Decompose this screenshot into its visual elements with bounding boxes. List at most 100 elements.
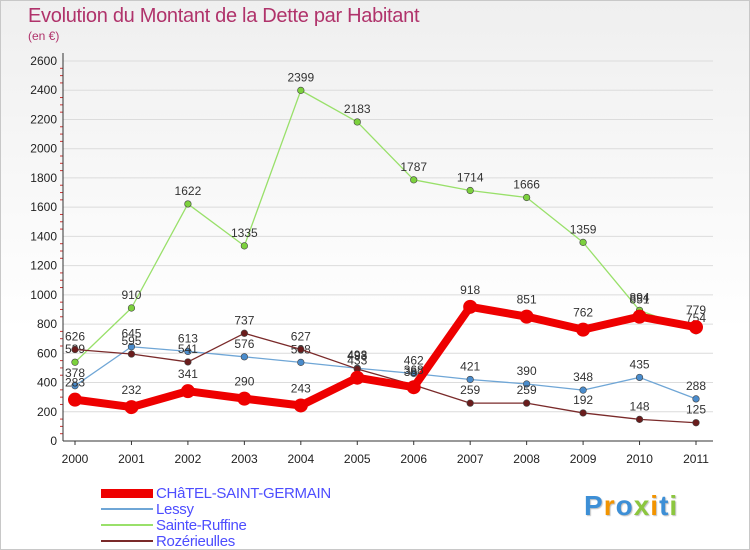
logo-letter: o [615,490,634,521]
data-point [463,299,478,314]
data-point [71,345,79,354]
data-point [68,392,82,407]
data-label: 192 [573,393,593,407]
data-label: 626 [65,330,85,344]
data-label: 779 [686,303,706,317]
data-point [297,86,305,94]
y-tick-label: 600 [37,346,57,360]
data-label: 462 [404,353,424,367]
legend-swatch [101,508,153,510]
data-point [523,193,531,202]
data-point [406,380,421,395]
y-tick-label: 2200 [30,112,57,126]
data-point [240,329,248,337]
data-label: 243 [291,381,311,395]
logo-letter: x [633,490,651,521]
data-point [635,415,644,423]
data-label: 918 [460,283,480,297]
legend-label: Rozérieulles [156,532,235,550]
x-tick-label: 2003 [231,452,258,466]
legend-swatch [101,488,153,498]
series-line [74,89,697,363]
data-label: 1787 [400,160,427,174]
data-label: 148 [630,399,650,413]
data-label: 259 [517,383,537,397]
data-point [635,373,644,382]
data-label: 576 [234,337,254,351]
data-label: 1359 [570,222,597,236]
data-label: 288 [686,379,706,393]
y-tick-label: 0 [50,434,57,448]
y-tick-label: 2400 [30,83,57,97]
x-tick-label: 2005 [344,452,371,466]
data-point [240,242,248,250]
data-label: 627 [291,329,311,343]
data-point [184,200,192,208]
x-tick-label: 2000 [62,452,89,466]
logo-letter: r [603,490,616,521]
data-label: 341 [178,367,198,381]
data-point [466,399,474,407]
chart-subtitle: (en €) [28,29,60,43]
data-label: 498 [347,348,367,362]
data-point [127,343,136,351]
proxiti-logo: Proxiti [584,490,678,522]
data-label: 390 [517,364,537,378]
data-label: 259 [460,383,480,397]
legend-item: Rozérieulles [101,532,331,550]
x-tick-label: 2001 [118,452,145,466]
legend-item: CHâTEL-SAINT-GERMAIN [101,485,331,502]
data-point [692,419,700,427]
data-point [297,358,305,366]
legend-swatch [101,524,153,526]
data-point [579,409,587,417]
data-label: 1714 [457,170,484,184]
data-point [523,380,531,388]
x-tick-label: 2002 [175,452,202,466]
y-tick-label: 800 [37,317,57,331]
y-tick-label: 1800 [30,171,57,185]
data-label: 613 [178,331,198,345]
data-point [410,369,418,378]
data-point [579,386,587,394]
data-label: 290 [234,375,254,389]
y-tick-label: 1600 [30,200,57,214]
data-label: 1335 [231,226,258,240]
data-point [410,176,418,184]
data-point [692,395,700,403]
data-point [184,347,192,356]
data-label: 125 [686,403,706,417]
data-label: 493 [347,349,367,363]
data-point [297,345,305,353]
data-label: 2399 [287,70,314,84]
data-point [240,353,248,361]
data-label: 368 [404,363,424,377]
logo-letter: t [659,490,670,521]
y-tick-label: 400 [37,376,57,390]
data-label: 1666 [513,178,540,192]
data-point [127,350,136,358]
logo-letter: P [584,490,604,521]
chart-legend: CHâTEL-SAINT-GERMAIN Lessy Sainte-Ruffine R… [101,485,331,550]
data-point [523,399,531,407]
legend-label: Sainte-Ruffine [156,516,247,534]
x-tick-label: 2010 [626,452,653,466]
data-label: 348 [573,370,593,384]
x-tick-label: 2006 [400,452,427,466]
data-label: 541 [178,342,198,356]
data-label: 283 [65,376,85,390]
series-line [74,346,697,400]
data-label: 754 [686,311,706,325]
data-label: 421 [460,359,480,373]
data-point [71,382,79,390]
data-point [180,384,195,399]
y-tick-label: 1000 [30,288,57,302]
data-point [579,238,587,246]
data-label: 762 [573,306,593,320]
data-point [184,358,192,366]
data-label: 894 [630,290,650,304]
y-tick-label: 200 [37,405,57,419]
data-label: 433 [347,354,367,368]
